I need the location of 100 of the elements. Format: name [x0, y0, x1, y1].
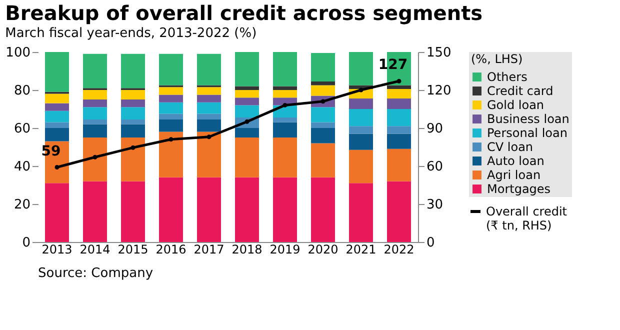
bar: [387, 89, 411, 99]
bar: [349, 52, 373, 86]
bar: [197, 177, 221, 242]
bar: [235, 52, 259, 86]
source-note: Source: Company: [38, 266, 154, 281]
point: [244, 119, 250, 124]
y2-tick-label: 0: [426, 236, 435, 250]
x-tick-label: 2016: [156, 242, 186, 256]
bar: [273, 177, 297, 242]
bar: [159, 54, 183, 86]
bar: [159, 94, 183, 102]
y2-tick-label: 120: [426, 84, 452, 98]
legend-label: CV loan: [487, 140, 534, 154]
bar: [311, 52, 335, 82]
bar: [273, 118, 297, 122]
bar: [235, 98, 259, 106]
bar: [387, 126, 411, 134]
bar: [387, 109, 411, 126]
point: [130, 145, 136, 150]
bar: [83, 100, 107, 108]
bar: [45, 52, 69, 92]
bar: [235, 177, 259, 242]
bar: [235, 105, 259, 118]
bar: [83, 90, 107, 100]
bar: [45, 183, 69, 242]
point: [168, 137, 174, 142]
y-tick-label: 40: [14, 160, 30, 174]
bar: [159, 132, 183, 178]
legend-label: Business loan: [487, 112, 570, 126]
x-tick-label: 2015: [118, 242, 148, 256]
bar: [159, 102, 183, 114]
bar: [387, 181, 411, 242]
point: [54, 165, 60, 170]
bar: [349, 150, 373, 184]
bar: [311, 85, 335, 96]
bar: [311, 177, 335, 242]
y-tick-label: 60: [14, 122, 30, 136]
chart-title: Breakup of overall credit across segments: [5, 1, 483, 25]
legend-label: Mortgages: [487, 182, 551, 196]
bar: [45, 110, 69, 122]
bar: [311, 128, 335, 144]
bar: [83, 181, 107, 242]
x-tick-label: 2020: [308, 242, 338, 256]
bar: [83, 138, 107, 182]
bar: [349, 109, 373, 126]
point: [92, 154, 98, 160]
point: [358, 88, 364, 92]
bar: [235, 90, 259, 98]
bar: [311, 81, 335, 86]
bar: [273, 122, 297, 138]
bar: [235, 86, 259, 90]
x-tick-label: 2021: [346, 242, 376, 256]
bar: [349, 134, 373, 150]
bar: [159, 114, 183, 120]
legend-label: Credit card: [487, 84, 554, 98]
y2-tick-label: 90: [426, 122, 444, 136]
bar: [349, 98, 373, 109]
point: [396, 78, 402, 84]
bar: [45, 122, 69, 128]
bar: [273, 138, 297, 178]
x-tick-label: 2019: [270, 242, 300, 256]
bar: [45, 128, 69, 142]
bar: [387, 98, 411, 109]
x-tick-label: 2022: [384, 242, 414, 256]
bar: [311, 143, 335, 178]
bar: [121, 54, 145, 88]
y2-tick-label: 30: [426, 198, 444, 212]
y-tick-label: 0: [22, 236, 30, 250]
legend-label: Agri loan: [487, 168, 541, 182]
bar: [387, 134, 411, 149]
bar: [311, 122, 335, 128]
x-tick-label: 2017: [194, 242, 224, 256]
bar: [45, 103, 69, 111]
bar: [121, 107, 145, 120]
y-tick-label: 100: [6, 46, 30, 60]
y-tick-label: 20: [14, 198, 30, 212]
y2-tick-label: 60: [426, 160, 444, 174]
bar: [197, 114, 221, 120]
bar: [387, 148, 411, 182]
bar: [197, 87, 221, 95]
bar: [197, 54, 221, 86]
y2-tick-label: 150: [426, 46, 452, 60]
bar: [121, 124, 145, 138]
bar: [83, 119, 107, 124]
bar: [197, 119, 221, 132]
point: [206, 134, 212, 140]
y-tick-label: 80: [14, 84, 30, 98]
chart-subtitle: March fiscal year-ends, 2013-2022 (%): [5, 26, 257, 41]
bar: [83, 107, 107, 120]
point: [320, 99, 326, 104]
bar: [121, 100, 145, 108]
bar: [311, 107, 335, 122]
bar: [197, 94, 221, 102]
bar: [121, 181, 145, 242]
bar: [83, 124, 107, 138]
x-tick-label: 2013: [42, 242, 72, 256]
legend-label: Overall credit (₹ tn, RHS): [486, 204, 568, 232]
bar: [273, 52, 297, 86]
bar: [387, 85, 411, 90]
legend-label: Gold loan: [487, 98, 544, 112]
